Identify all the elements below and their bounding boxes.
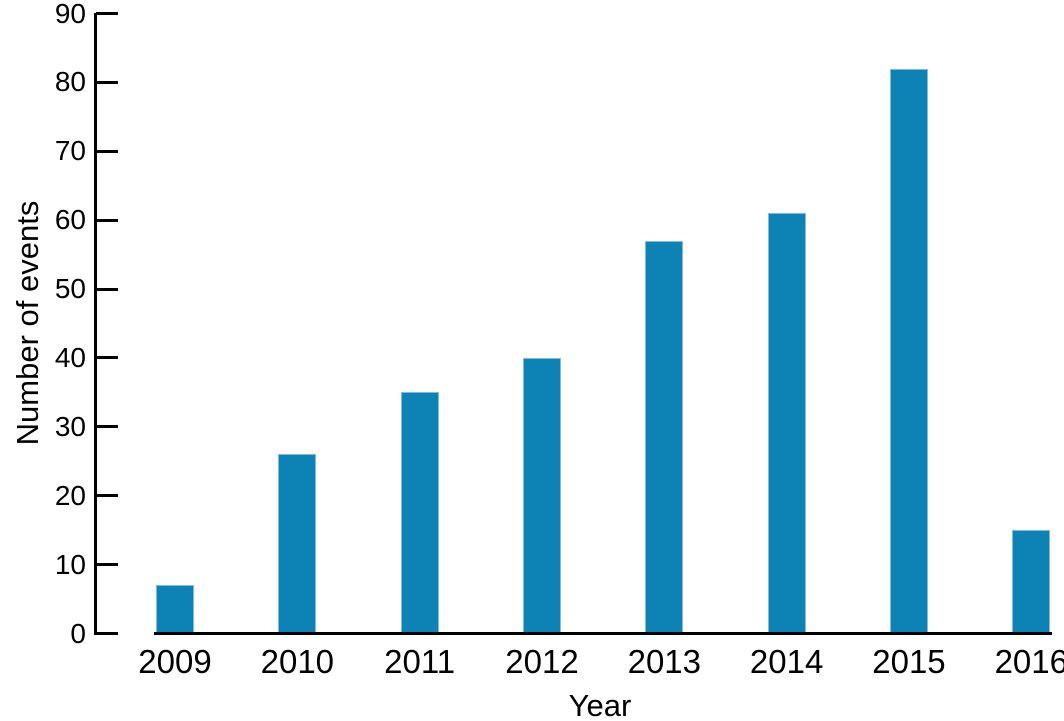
bar-2012 (522, 357, 561, 635)
y-axis-tick-label: 0 (70, 617, 86, 649)
y-axis-tick (96, 80, 118, 84)
x-axis-tick-label: 2016 (994, 643, 1064, 680)
x-axis-tick-label: 2011 (384, 643, 456, 680)
x-axis-tick-label: 2013 (627, 643, 702, 680)
y-axis-tick (96, 632, 118, 635)
y-axis-tick-label: 50 (54, 273, 86, 305)
y-axis-tick (96, 356, 118, 360)
bar-2009 (156, 585, 194, 635)
y-axis-tick (96, 149, 118, 153)
y-axis-tick-label: 30 (54, 410, 86, 442)
bar-2015 (889, 68, 928, 635)
x-axis-tick-label: 2012 (505, 643, 579, 680)
y-axis-tick (96, 494, 118, 498)
y-axis-tick (96, 12, 118, 15)
y-axis-line (94, 13, 97, 635)
y-axis-tick (96, 425, 118, 429)
y-axis-tick-label: 10 (54, 548, 86, 580)
x-axis-tick-label: 2009 (138, 643, 212, 680)
x-axis-tick-label: 2010 (260, 643, 335, 680)
y-axis-tick (96, 287, 118, 291)
bar-2010 (278, 454, 317, 635)
x-axis-tick-label: 2015 (872, 643, 946, 680)
y-axis-tick-label: 70 (54, 135, 86, 167)
bar-2011 (400, 392, 439, 635)
bar-2013 (645, 240, 684, 635)
y-axis-tick-label: 60 (54, 204, 86, 236)
bar-2014 (767, 213, 806, 635)
bar-2016 (1012, 530, 1051, 635)
x-axis-tick-label: 2014 (749, 643, 824, 680)
y-axis-tick-label: 20 (54, 479, 86, 511)
y-axis-tick-label: 40 (54, 341, 86, 373)
y-axis-tick-label: 90 (54, 0, 86, 29)
y-axis-tick-label: 80 (54, 66, 86, 98)
x-axis-title: Year (568, 688, 632, 721)
x-axis-line (154, 632, 1052, 635)
y-axis-tick (96, 563, 118, 567)
y-axis-tick (96, 218, 118, 222)
